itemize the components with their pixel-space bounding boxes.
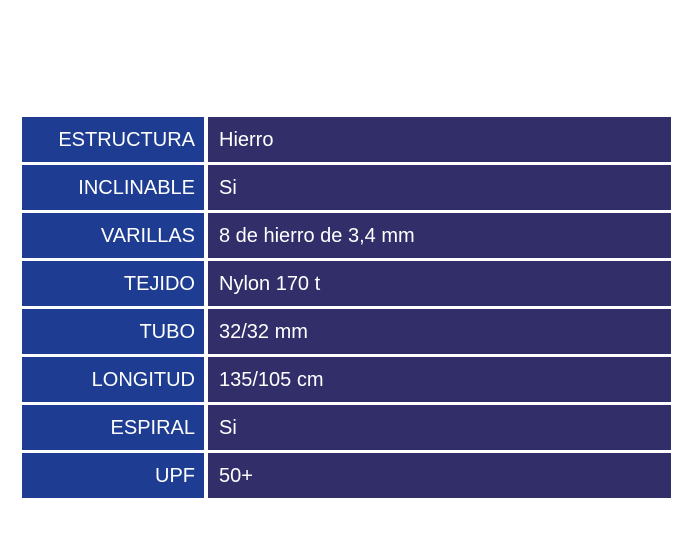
spec-value-tubo: 32/32 mm	[208, 309, 671, 354]
spec-label-estructura: ESTRUCTURA	[22, 117, 204, 162]
spec-label-upf: UPF	[22, 453, 204, 498]
spec-label-varillas: VARILLAS	[22, 213, 204, 258]
spec-value-estructura: Hierro	[208, 117, 671, 162]
spec-label-tubo: TUBO	[22, 309, 204, 354]
spec-value-varillas: 8 de hierro de 3,4 mm	[208, 213, 671, 258]
spec-value-upf: 50+	[208, 453, 671, 498]
spec-value-longitud: 135/105 cm	[208, 357, 671, 402]
product-spec-table: ESTRUCTURA Hierro INCLINABLE Si VARILLAS…	[22, 117, 671, 498]
spec-value-tejido: Nylon 170 t	[208, 261, 671, 306]
spec-label-espiral: ESPIRAL	[22, 405, 204, 450]
spec-value-espiral: Si	[208, 405, 671, 450]
spec-label-tejido: TEJIDO	[22, 261, 204, 306]
spec-label-inclinable: INCLINABLE	[22, 165, 204, 210]
spec-label-longitud: LONGITUD	[22, 357, 204, 402]
spec-value-inclinable: Si	[208, 165, 671, 210]
